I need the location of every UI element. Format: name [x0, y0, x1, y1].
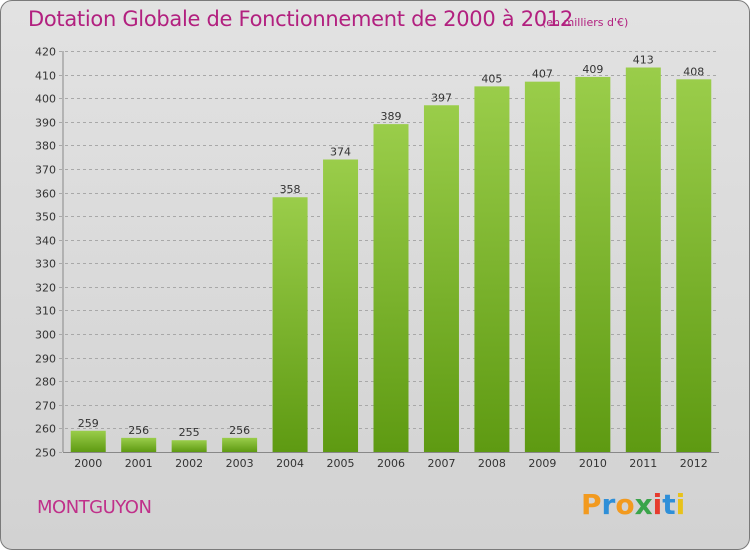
logo-letter: x	[634, 488, 653, 521]
value-label-2003: 256	[229, 424, 250, 437]
x-tick-label-2006: 2006	[377, 457, 405, 470]
unit-note: (en milliers d'€)	[542, 16, 629, 29]
y-tick-label: 360	[35, 188, 56, 201]
value-label-2009: 407	[532, 68, 553, 81]
proxiti-logo: Proxiti	[581, 488, 685, 521]
x-tick-label-2000: 2000	[74, 457, 102, 470]
bar-2002	[171, 440, 207, 452]
y-tick-label: 310	[35, 305, 56, 318]
y-tick-label: 320	[35, 282, 56, 295]
x-tick-label-2007: 2007	[427, 457, 455, 470]
x-tick-label-2009: 2009	[528, 457, 556, 470]
bar-2005	[323, 159, 359, 452]
value-label-2012: 408	[683, 65, 704, 78]
y-tick-label: 420	[35, 46, 56, 59]
bar-2010	[575, 76, 611, 453]
x-tick-label-2002: 2002	[175, 457, 203, 470]
value-label-2011: 413	[633, 54, 654, 67]
bar-2003	[222, 437, 258, 452]
x-tick-label-2003: 2003	[226, 457, 254, 470]
x-tick-label-2008: 2008	[478, 457, 506, 470]
y-tick-label: 270	[35, 400, 56, 413]
x-tick-label-2004: 2004	[276, 457, 304, 470]
y-tick-label: 280	[35, 376, 56, 389]
bar-2004	[272, 197, 308, 452]
x-tick-label-2001: 2001	[125, 457, 153, 470]
logo-letter: o	[615, 488, 635, 521]
logo-letter: r	[601, 488, 616, 521]
y-tick-label: 260	[35, 423, 56, 436]
logo-letter: P	[581, 488, 602, 521]
value-label-2000: 259	[78, 417, 99, 430]
value-label-2007: 397	[431, 91, 452, 104]
bar-2009	[524, 81, 560, 452]
y-tick-label: 300	[35, 329, 56, 342]
logo-letter: i	[652, 488, 663, 521]
bar-2006	[373, 124, 409, 452]
y-tick-label: 410	[35, 70, 56, 83]
x-tick-label-2012: 2012	[680, 457, 708, 470]
bar-2007	[423, 105, 459, 453]
y-tick-label: 340	[35, 235, 56, 248]
x-tick-label-2010: 2010	[579, 457, 607, 470]
y-tick-label: 380	[35, 140, 56, 153]
y-tick-label: 250	[35, 447, 56, 460]
bar-2012	[676, 79, 712, 453]
y-tick-label: 330	[35, 258, 56, 271]
bar-2011	[625, 67, 661, 452]
chart-title: Dotation Globale de Fonctionnement de 20…	[28, 7, 573, 31]
value-label-2002: 255	[179, 426, 200, 439]
y-tick-label: 350	[35, 211, 56, 224]
value-label-2010: 409	[582, 63, 603, 76]
x-tick-label-2005: 2005	[327, 457, 355, 470]
value-label-2005: 374	[330, 146, 351, 159]
logo-letter: i	[675, 488, 686, 521]
x-tick-label-2011: 2011	[629, 457, 657, 470]
logo-letter: t	[662, 488, 676, 521]
y-tick-label: 390	[35, 117, 56, 130]
value-label-2001: 256	[128, 424, 149, 437]
value-label-2006: 389	[381, 110, 402, 123]
y-tick-label: 400	[35, 93, 56, 106]
bar-2008	[474, 86, 510, 452]
y-tick-label: 290	[35, 353, 56, 366]
bar-2001	[121, 437, 157, 452]
value-label-2008: 405	[481, 72, 502, 85]
commune-name: MONTGUYON	[37, 497, 152, 518]
y-tick-label: 370	[35, 164, 56, 177]
value-label-2004: 358	[280, 183, 301, 196]
bar-2000	[70, 430, 106, 452]
